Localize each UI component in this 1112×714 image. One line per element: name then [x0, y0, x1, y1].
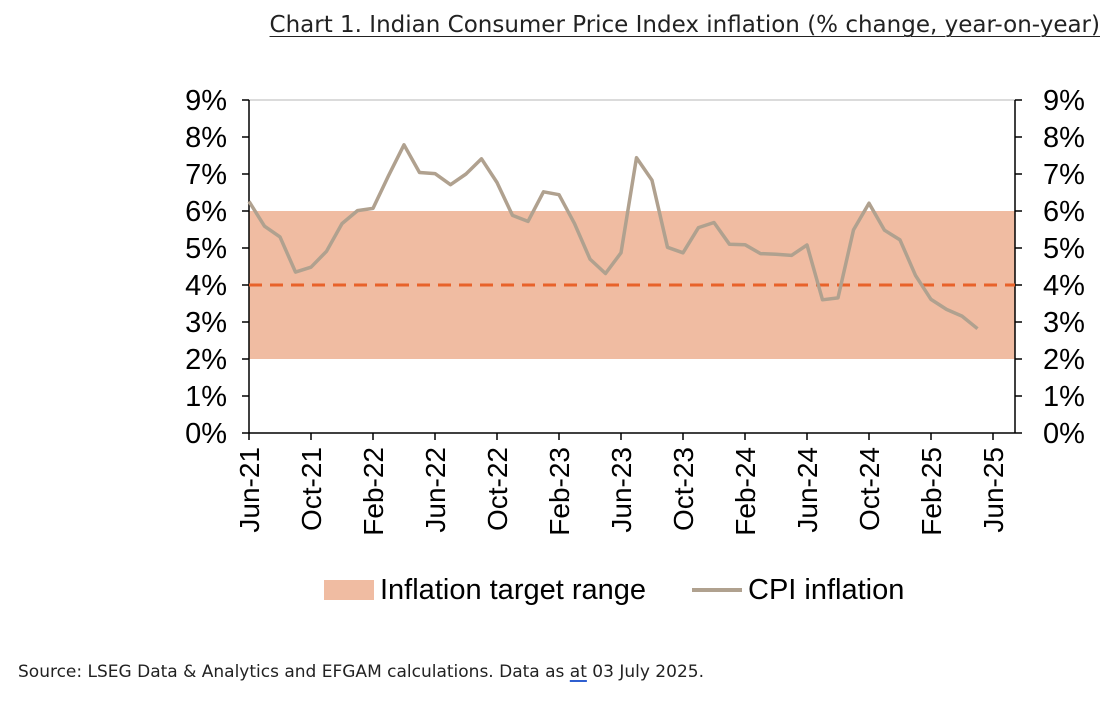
y-tick-label-left: 9%	[185, 85, 227, 117]
y-tick-label-right: 1%	[1043, 381, 1085, 413]
y-tick-label-right: 8%	[1043, 122, 1085, 154]
y-axis-left: 0% 1% 2% 3% 4% 5% 6% 7% 8% 9%	[185, 85, 249, 450]
legend-item-target-range: Inflation target range	[324, 574, 646, 607]
y-tick-label-right: 2%	[1043, 344, 1085, 376]
y-tick-label-right: 5%	[1043, 233, 1085, 265]
y-tick-label-left: 3%	[185, 307, 227, 339]
y-tick-label-right: 9%	[1043, 85, 1085, 117]
source-text-link: at	[569, 662, 587, 682]
legend-swatch-target-range	[324, 580, 374, 600]
y-tick-label-right: 4%	[1043, 270, 1085, 302]
y-tick-label-right: 7%	[1043, 159, 1085, 191]
x-tick-label: Feb-23	[544, 447, 575, 536]
x-tick-label: Jun-22	[420, 447, 451, 533]
legend-label-cpi: CPI inflation	[748, 573, 905, 606]
x-tick-label: Oct-22	[482, 447, 513, 531]
y-tick-label-right: 0%	[1043, 418, 1085, 450]
y-tick-label-left: 5%	[185, 233, 227, 265]
y-tick-label-right: 3%	[1043, 307, 1085, 339]
cpi-inflation-line	[247, 143, 979, 331]
source-text-end: 03 July 2025.	[586, 662, 704, 682]
y-tick-label-left: 2%	[185, 344, 227, 376]
y-tick-label-left: 0%	[185, 418, 227, 450]
x-tick-label: Feb-25	[916, 447, 947, 536]
x-tick-label: Jun-21	[234, 447, 265, 533]
x-tick-label: Feb-24	[730, 447, 761, 536]
axes	[248, 100, 1016, 434]
x-tick-label: Jun-24	[792, 447, 823, 533]
series-layer	[247, 143, 979, 331]
source-note: Source: LSEG Data & Analytics and EFGAM …	[18, 662, 704, 682]
legend-item-cpi: CPI inflation	[692, 574, 904, 607]
chart-title: Chart 1. Indian Consumer Price Index inf…	[269, 12, 1100, 38]
legend: Inflation target range CPI inflation	[324, 572, 904, 608]
x-tick-label: Jun-23	[606, 447, 637, 533]
legend-label-target-range: Inflation target range	[380, 573, 647, 606]
y-tick-label-left: 8%	[185, 122, 227, 154]
x-tick-label: Oct-24	[854, 447, 885, 531]
legend-swatch-cpi	[692, 588, 743, 592]
x-axis: Jun-21 Oct-21 Feb-22 Jun-22 Oct-22 Feb-23 Jun-…	[234, 433, 1009, 536]
x-tick-label: Jun-25	[978, 447, 1009, 533]
y-axis-right: 0% 1% 2% 3% 4% 5% 6% 7% 8% 9%	[1015, 85, 1085, 450]
x-tick-label: Feb-22	[358, 447, 389, 536]
x-tick-label: Oct-23	[668, 447, 699, 531]
y-tick-label-left: 1%	[185, 381, 227, 413]
y-tick-label-left: 6%	[185, 196, 227, 228]
cpi-chart: 0% 1% 2% 3% 4% 5% 6% 7% 8% 9% 0% 1% 2% 3% 4% 5% 6% 7% 8% 9…	[185, 85, 1085, 536]
y-tick-label-left: 7%	[185, 159, 227, 191]
y-tick-label-left: 4%	[185, 270, 227, 302]
x-tick-label: Oct-21	[296, 447, 327, 531]
source-text-start: Source: LSEG Data & Analytics and EFGAM …	[18, 662, 570, 682]
y-tick-label-right: 6%	[1043, 196, 1085, 228]
